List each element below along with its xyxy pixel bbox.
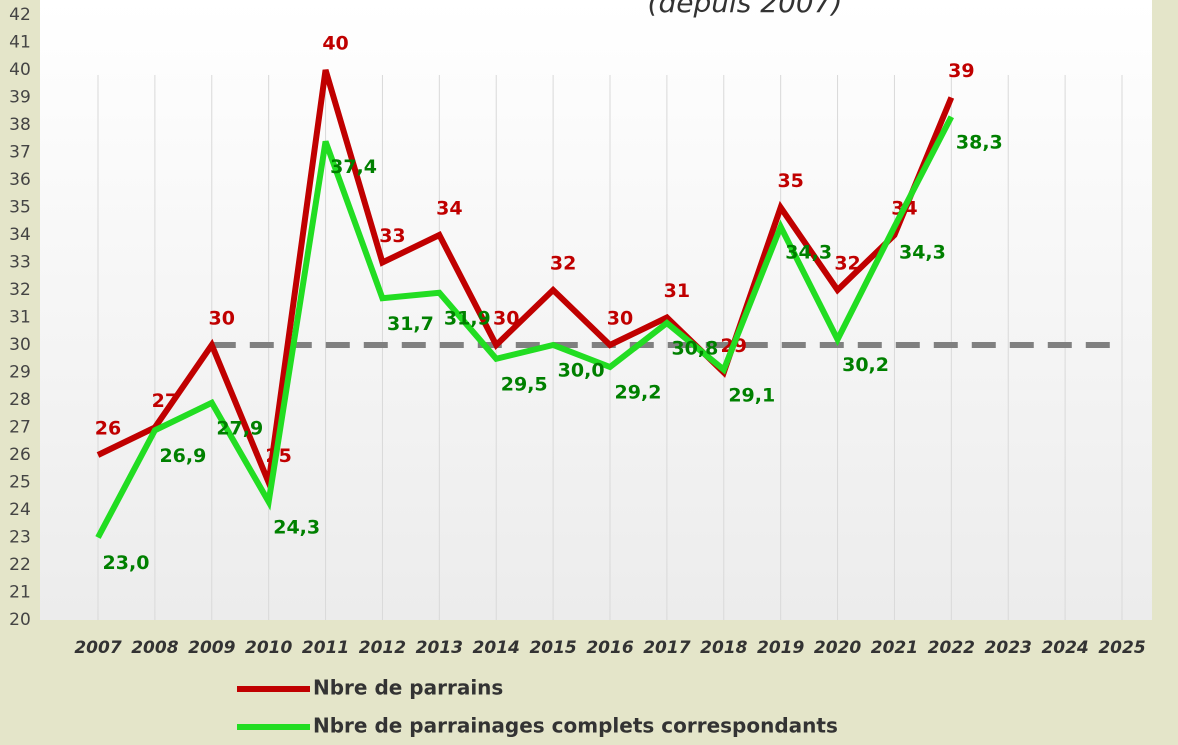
x-tick-label: 2024 xyxy=(1041,638,1088,658)
data-label: 29,1 xyxy=(728,384,775,406)
data-label: 30,8 xyxy=(671,338,718,360)
y-tick-label: 22 xyxy=(9,555,31,575)
x-tick-label: 2023 xyxy=(985,638,1032,658)
chart-subtitle: (depuis 2007) xyxy=(648,0,843,19)
line xyxy=(96,69,955,494)
y-tick-label: 21 xyxy=(9,583,31,603)
x-tick-label: 2014 xyxy=(473,638,520,658)
x-tick-label: 2021 xyxy=(871,638,918,658)
y-tick-label: 41 xyxy=(9,33,31,53)
data-label: 27 xyxy=(152,390,178,412)
data-label: 27,9 xyxy=(216,417,263,439)
y-tick-label: 36 xyxy=(9,170,31,190)
x-tick-label: 2020 xyxy=(814,638,861,658)
data-label: 30 xyxy=(607,308,633,330)
data-label: 29,5 xyxy=(501,373,548,395)
y-tick-label: 35 xyxy=(9,198,31,218)
x-tick-label: 2010 xyxy=(245,638,292,658)
legend-label: Nbre de parrainages complets corresponda… xyxy=(313,714,838,738)
y-tick-label: 28 xyxy=(9,390,31,410)
y-tick-label: 24 xyxy=(9,500,31,520)
y-tick-label: 23 xyxy=(9,528,31,548)
y-tick-label: 40 xyxy=(9,60,31,80)
data-label: 37,4 xyxy=(330,156,377,178)
data-label: 39 xyxy=(948,60,974,82)
y-tick-label: 42 xyxy=(9,5,31,25)
y-tick-label: 27 xyxy=(9,418,31,438)
x-tick-label: 2012 xyxy=(359,638,406,658)
x-tick-label: 2009 xyxy=(188,638,235,658)
y-tick-label: 33 xyxy=(9,253,31,273)
x-tick-label: 2011 xyxy=(302,638,349,658)
data-label: 30,0 xyxy=(558,360,605,382)
data-label: 35 xyxy=(777,170,803,192)
x-tick-label: 2018 xyxy=(700,638,747,658)
data-label: 23,0 xyxy=(103,552,150,574)
data-label: 24,3 xyxy=(273,516,320,538)
data-label: 38,3 xyxy=(956,131,1003,153)
x-tick-label: 2008 xyxy=(131,638,178,658)
data-label: 26,9 xyxy=(159,445,206,467)
y-tick-label: 39 xyxy=(9,88,31,108)
y-tick-label: 26 xyxy=(9,445,31,465)
data-label: 31,9 xyxy=(444,307,491,329)
x-tick-label: 2016 xyxy=(586,638,633,658)
data-label: 29,2 xyxy=(615,382,662,404)
data-label: 30 xyxy=(209,308,235,330)
x-tick-label: 2019 xyxy=(757,638,804,658)
plot-area xyxy=(40,0,1152,620)
y-tick-label: 25 xyxy=(9,473,31,493)
data-label: 32 xyxy=(834,253,860,275)
y-tick-label: 37 xyxy=(9,143,31,163)
data-label: 34 xyxy=(436,198,462,220)
data-label: 26 xyxy=(95,418,121,440)
x-tick-label: 2013 xyxy=(416,638,463,658)
y-tick-label: 20 xyxy=(9,610,31,630)
data-label: 31 xyxy=(664,280,690,302)
data-label: 34,3 xyxy=(785,241,832,263)
data-label: 40 xyxy=(322,33,348,55)
x-tick-label: 2007 xyxy=(74,638,121,658)
y-tick-label: 34 xyxy=(9,225,31,245)
y-tick-label: 38 xyxy=(9,115,31,135)
data-label: 31,7 xyxy=(387,313,434,335)
data-label: 30 xyxy=(493,308,519,330)
data-label: 33 xyxy=(379,225,405,247)
y-tick-label: 32 xyxy=(9,280,31,300)
x-tick-label: 2015 xyxy=(529,638,576,658)
data-label: 30,2 xyxy=(842,354,889,376)
data-label: 34,3 xyxy=(899,241,946,263)
y-tick-label: 29 xyxy=(9,363,31,383)
x-tick-label: 2017 xyxy=(643,638,690,658)
legend-label: Nbre de parrains xyxy=(313,676,503,700)
x-tick-label: 2025 xyxy=(1098,638,1145,658)
line xyxy=(95,115,954,539)
y-tick-label: 30 xyxy=(9,335,31,355)
x-tick-label: 2022 xyxy=(928,638,975,658)
data-label: 32 xyxy=(550,253,576,275)
y-tick-label: 31 xyxy=(9,308,31,328)
